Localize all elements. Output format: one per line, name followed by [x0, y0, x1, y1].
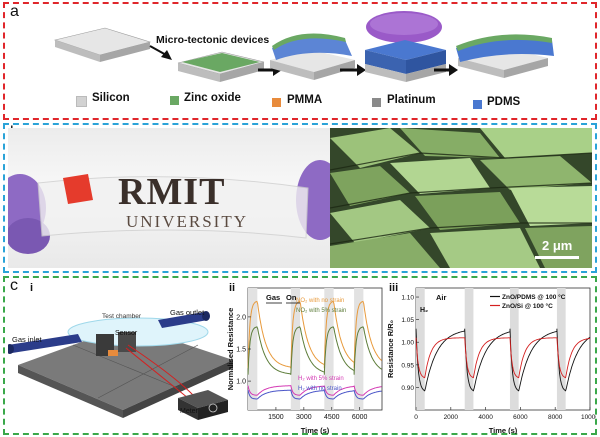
y-axis-label: Normalised Resistance	[226, 308, 235, 391]
series-line-3	[247, 389, 382, 400]
x-tick-label-0: 0	[414, 414, 418, 421]
legend-entry-1: ZnO/Si @ 100 °C	[502, 302, 553, 310]
series-line-1	[415, 337, 591, 379]
panel-b-frame	[3, 123, 597, 273]
x-tick-label-1: 2000	[444, 414, 459, 421]
legend-zinc-oxide: Zinc oxide	[184, 92, 241, 104]
legend-pmma: PMMA	[287, 94, 323, 106]
scale-bar-label: 2 μm	[542, 238, 573, 253]
label-meter: Meter	[180, 408, 198, 415]
gas-window-2	[324, 288, 334, 410]
x-tick-label-1: 3000	[296, 414, 312, 421]
gas-outlet-pipe	[158, 311, 210, 328]
legend-entry-3: H₂ with no strain	[298, 386, 342, 392]
y-axis-label: Resistance R/R₀	[386, 320, 395, 378]
silicon-wafer-block	[53, 27, 152, 62]
zinc-oxide-swatch	[170, 96, 179, 105]
sub-ii-label: ii	[229, 282, 236, 294]
y-tick-label-1: 0.95	[401, 362, 414, 369]
annotation-h2: H₂	[420, 307, 428, 314]
sub-iii-label: iii	[389, 282, 399, 294]
legend-pdms: PDMS	[487, 96, 521, 108]
y-tick-label-2: 1.00	[401, 340, 414, 347]
legend-entry-2: H₂ with 5% strain	[298, 376, 344, 382]
device-stage-1	[177, 51, 265, 82]
gas-window-3	[556, 288, 566, 410]
legend-entry-0: ZnO/PDMS @ 100 °C	[502, 293, 566, 301]
label-test-chamber: Test chamber	[102, 313, 142, 320]
series-line-0	[415, 328, 591, 392]
y-tick-label-3: 1.05	[401, 317, 414, 324]
gas-inlet-pipe	[8, 334, 82, 354]
legend-silicon: Silicon	[92, 92, 130, 104]
arrow-label: Micro-tectonic devices	[156, 34, 270, 46]
panel-c-frame	[3, 276, 597, 435]
series-line-0	[247, 300, 382, 369]
x-tick-label-2: 4000	[478, 414, 493, 421]
legend-entry-0: NO₂ with no strain	[296, 298, 344, 304]
y-tick-label-3: 2.0	[236, 314, 246, 321]
gas-window-3	[354, 288, 364, 410]
y-tick-label-0: 0.90	[401, 385, 414, 392]
fabrication-diagram	[53, 11, 554, 82]
scale-bar-line	[535, 256, 579, 259]
university-text: UNIVERSITY	[126, 212, 248, 231]
legend-entry-1: NO₂ with 5% strain	[296, 308, 346, 314]
label-gas-outlet: Gas outlet	[170, 308, 205, 317]
rmit-logo-text: RMIT	[118, 171, 226, 213]
panel-a-frame	[3, 2, 597, 120]
device-stage-4	[456, 34, 554, 78]
x-tick-label-3: 6000	[513, 414, 528, 421]
arrow-4	[434, 64, 458, 76]
x-tick-label-4: 8000	[548, 414, 563, 421]
y-tick-label-4: 1.10	[401, 295, 414, 302]
platinum-swatch	[372, 98, 381, 107]
device-stage-2	[270, 33, 355, 80]
gas-window-0	[416, 288, 425, 410]
device-stage-3	[365, 11, 446, 82]
sub-i-label: i	[30, 282, 34, 294]
x-axis-label: Time (s)	[489, 426, 518, 434]
gas-window-1	[464, 288, 474, 410]
arrow-1	[149, 45, 172, 60]
pmma-swatch	[272, 98, 281, 107]
series-line-2	[247, 384, 382, 396]
arrow-3	[340, 64, 366, 76]
x-axis-label: Time (s)	[301, 426, 330, 434]
x-tick-label-0: 1500	[268, 414, 284, 421]
legend-platinum: Platinum	[387, 94, 436, 106]
annotation-air: Air	[436, 293, 447, 302]
chart-ii: 1500 3000 4500 6000 1.0 1.5 2.0 Time (s) Normali…	[226, 287, 383, 434]
x-tick-label-3: 6000	[352, 414, 368, 421]
label-sensor: Sensor	[115, 330, 138, 337]
pdms-swatch	[473, 100, 482, 109]
y-tick-label-2: 1.5	[236, 347, 246, 354]
gas-window-2	[509, 288, 519, 410]
meter-box	[178, 390, 228, 420]
series-line-1	[247, 326, 382, 375]
panel-a-letter: a	[10, 3, 19, 20]
annotation-gas: Gas	[266, 293, 280, 302]
label-gas-inlet: Gas inlet	[12, 335, 42, 344]
gas-window-0	[248, 288, 258, 410]
flexible-device-photo: RMIT UNIVERSITY	[8, 128, 330, 268]
silicon-swatch	[76, 96, 87, 107]
panel-c-letter: c	[10, 277, 18, 294]
gas-window-1	[290, 288, 301, 410]
sem-micrograph: 2 μm	[330, 128, 592, 268]
sensor-block	[96, 332, 136, 356]
annotation-on: On	[286, 293, 297, 302]
y-tick-label-1: 1.0	[236, 379, 246, 386]
x-tick-label-2: 4500	[324, 414, 340, 421]
test-setup-schematic	[8, 311, 233, 420]
